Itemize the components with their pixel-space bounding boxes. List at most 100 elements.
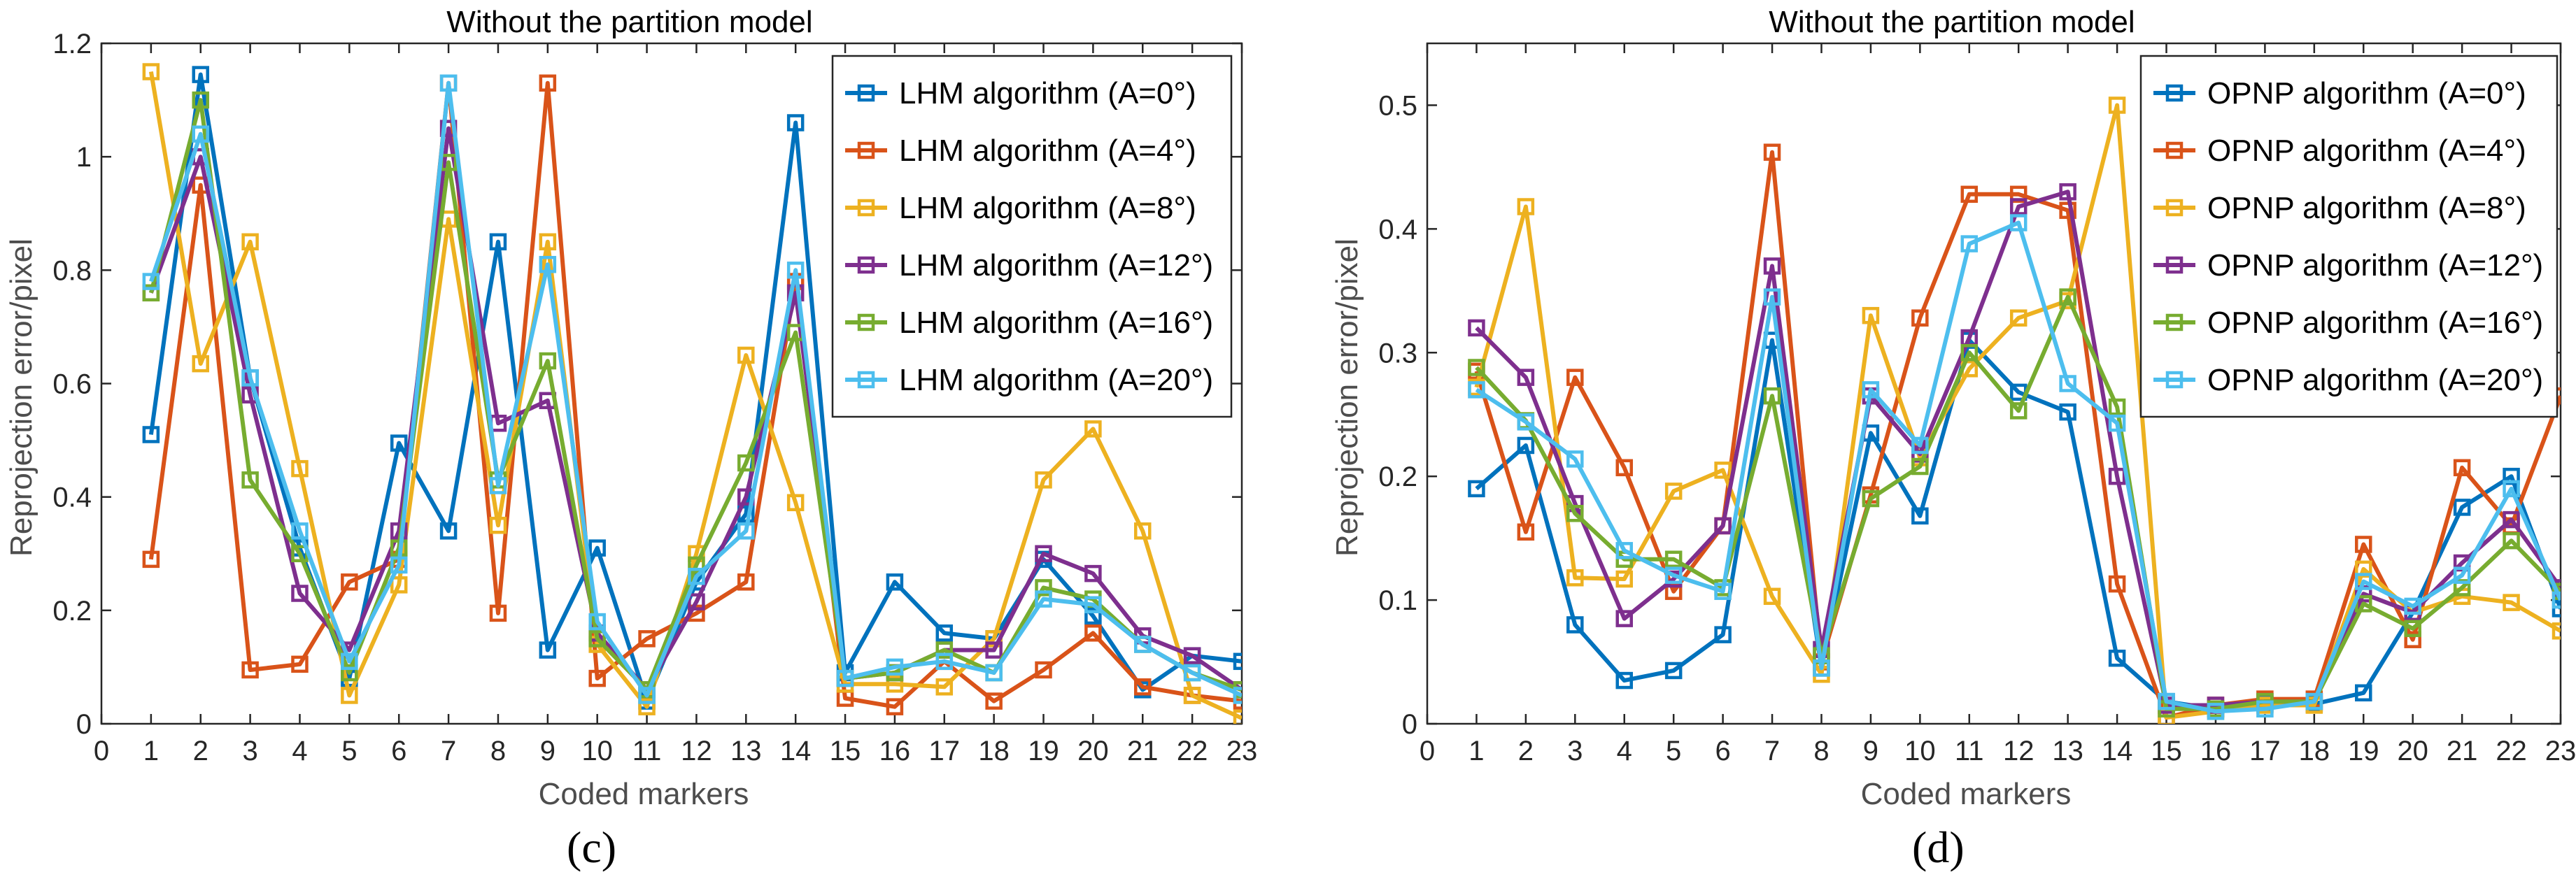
data-point-marker: [985, 641, 1003, 659]
data-point-marker: [489, 516, 507, 534]
data-point-marker: [1233, 687, 1242, 704]
data-point-marker: [985, 664, 1003, 682]
data-point-marker: [1183, 687, 1201, 704]
data-point-marker: [638, 687, 656, 704]
legend-entry-label: LHM algorithm (A=12°): [899, 248, 1213, 283]
data-point-marker: [886, 573, 904, 591]
x-tick-label: 14: [780, 736, 812, 766]
legend-swatch-marker: [2165, 84, 2184, 102]
data-point-marker: [2404, 620, 2421, 638]
data-point-marker: [2009, 214, 2027, 231]
data-point-marker: [192, 355, 209, 373]
y-tick-label: 1.2: [52, 29, 92, 59]
data-point-marker: [1615, 459, 1633, 477]
x-tick-label: 13: [2052, 736, 2083, 766]
data-point-marker: [1035, 579, 1052, 596]
data-point-marker: [192, 66, 209, 83]
data-point-marker: [1664, 483, 1683, 500]
data-point-marker: [1134, 522, 1152, 540]
data-point-marker: [1233, 652, 1242, 671]
data-point-marker: [1615, 570, 1633, 588]
data-point-marker: [1084, 624, 1102, 642]
data-point-marker: [2059, 288, 2076, 306]
data-point-marker: [688, 567, 705, 585]
data-point-marker: [2305, 692, 2323, 710]
x-tick-label: 9: [1863, 736, 1878, 766]
data-point-marker: [1517, 198, 1535, 215]
data-point-marker: [985, 692, 1003, 710]
data-point-marker: [737, 573, 755, 591]
data-point-marker: [2552, 583, 2561, 600]
x-tick-label: 9: [540, 736, 555, 766]
data-point-marker: [2552, 600, 2561, 617]
legend-swatch-marker: [857, 141, 875, 159]
x-tick-label: 2: [193, 736, 208, 766]
panel-label-c: (c): [567, 822, 617, 872]
x-tick-label: 0: [94, 736, 109, 766]
legend-swatch-marker: [857, 313, 875, 331]
data-point-marker: [1763, 143, 1781, 161]
data-point-marker: [786, 114, 805, 131]
data-point-marker: [935, 652, 954, 671]
x-tick-label: 21: [2447, 736, 2478, 766]
data-point-marker: [1862, 490, 1880, 508]
data-point-marker: [2453, 499, 2471, 516]
data-point-marker: [638, 698, 656, 715]
data-point-marker: [688, 556, 705, 574]
legend-entry-label: OPNP algorithm (A=12°): [2207, 248, 2543, 283]
data-point-marker: [2355, 560, 2372, 578]
data-point-marker: [1566, 369, 1584, 386]
x-tick-label: 17: [2249, 736, 2281, 766]
y-tick-label: 0.5: [1378, 90, 1417, 121]
x-tick-label: 11: [1955, 736, 1984, 766]
x-tick-label: 0: [1420, 736, 1435, 766]
x-tick-label: 22: [2496, 736, 2527, 766]
x-tick-label: 23: [1226, 736, 1258, 766]
x-tick-label: 18: [978, 736, 1010, 766]
legend-entry-label: LHM algorithm (A=4°): [899, 134, 1196, 168]
x-tick-label: 8: [490, 736, 506, 766]
data-point-marker: [142, 284, 160, 302]
data-point-marker: [1183, 647, 1201, 664]
y-tick-label: 0.1: [1378, 585, 1417, 616]
x-tick-label: 4: [1617, 736, 1632, 766]
data-point-marker: [1664, 662, 1683, 680]
data-point-marker: [390, 576, 408, 594]
x-tick-label: 14: [2102, 736, 2133, 766]
legend-entry-label: OPNP algorithm (A=0°): [2207, 76, 2526, 110]
data-point-marker: [1468, 381, 1485, 399]
series-line: [1475, 220, 2561, 714]
data-point-marker: [1035, 590, 1052, 608]
x-tick-label: 5: [341, 736, 357, 766]
data-point-marker: [1084, 564, 1102, 583]
data-point-marker: [192, 125, 209, 143]
data-point-marker: [588, 630, 606, 648]
data-point-marker: [1566, 616, 1584, 634]
data-point-marker: [1517, 413, 1535, 431]
data-point-marker: [1960, 185, 1979, 203]
data-point-marker: [1134, 678, 1152, 696]
data-point-marker: [1517, 436, 1535, 455]
legend-box: [2139, 55, 2559, 418]
data-point-marker: [539, 74, 557, 92]
x-tick-label: 6: [391, 736, 406, 766]
series-line: [1475, 338, 2561, 711]
series-line: [149, 80, 1242, 698]
data-point-marker: [2355, 536, 2372, 553]
data-point-marker: [2355, 684, 2372, 702]
data-point-marker: [2009, 185, 2027, 203]
data-point-marker: [1233, 709, 1242, 724]
data-point-marker: [2108, 97, 2126, 114]
data-point-marker: [2108, 649, 2126, 667]
data-point-marker: [2108, 467, 2126, 485]
data-point-marker: [192, 91, 209, 109]
data-point-marker: [2207, 703, 2225, 720]
legend-swatch-marker: [2165, 199, 2184, 217]
data-point-marker: [2158, 692, 2175, 710]
data-point-marker: [1763, 257, 1781, 275]
x-tick-label: 12: [2003, 736, 2034, 766]
data-point-marker: [390, 434, 408, 452]
data-point-marker: [1714, 583, 1732, 600]
data-point-marker: [1035, 471, 1052, 489]
data-point-marker: [341, 573, 358, 591]
